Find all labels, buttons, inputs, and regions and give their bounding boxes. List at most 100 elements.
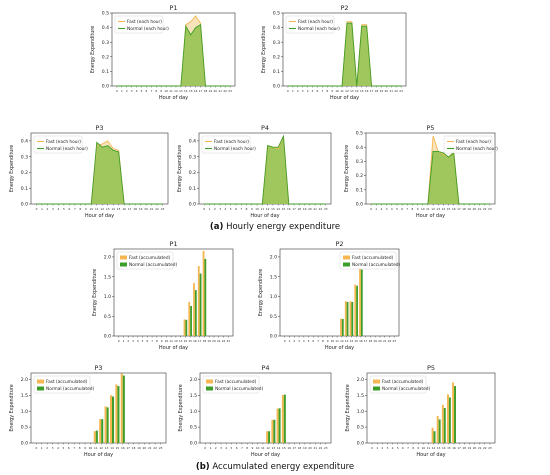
chart-panel-8: P30.00.51.01.52.00 1 2 3 4 5 6 7 8 9 10 11 12 13 14 15 1… — [9, 364, 167, 458]
legend: Fast (accumulated)Normal (accumulated) — [202, 375, 263, 394]
x-tick-label: 2 — [293, 339, 295, 343]
x-tick-label: 11 — [169, 339, 173, 343]
x-tick-label: 2 — [126, 89, 128, 93]
x-tick-label: 7 — [407, 446, 409, 450]
y-tick-label: 0.0 — [104, 334, 111, 340]
normal-bar — [454, 386, 456, 443]
legend: Fast (accumulated)Normal (accumulated) — [33, 375, 94, 394]
fast-bar — [193, 283, 195, 336]
x-tick-label: 6 — [236, 446, 238, 450]
chart-panel-9: P40.00.51.01.52.00 1 2 3 4 5 6 7 8 9 10 11 12 13 14 15 1… — [178, 364, 332, 458]
x-tick-label: 10 — [422, 446, 426, 450]
x-tick-label: 17 — [364, 339, 368, 343]
chart-panel-7: P20.00.51.01.52.00 1 2 3 4 5 6 7 8 9 10 11 12 13 14 15 1… — [258, 240, 400, 351]
x-tick-label: 21 — [150, 207, 154, 211]
x-tick-label: 15 — [282, 207, 286, 211]
normal-bar — [106, 407, 109, 443]
x-tick-label: 20 — [212, 339, 216, 343]
normal-bar — [199, 273, 202, 336]
legend-normal-label: Normal (accumulated) — [129, 262, 177, 268]
x-tick-label: 13 — [105, 446, 109, 450]
x-tick-label: 17 — [292, 207, 296, 211]
x-tick-label: 10 — [89, 446, 93, 450]
x-tick-label: 4 — [303, 339, 305, 343]
chart-panel-3: P30.00.10.20.30.40 1 2 3 4 5 6 7 8 9 10 11 12 13 14 15 1… — [9, 124, 169, 219]
x-tick-label: 15 — [360, 89, 364, 93]
x-tick-label: 4 — [307, 89, 309, 93]
fast-bar — [183, 319, 186, 336]
x-tick-label: 16 — [287, 207, 291, 211]
x-tick-label: 4 — [57, 446, 59, 450]
x-tick-label: 12 — [174, 89, 178, 93]
x-tick-label: 22 — [483, 207, 487, 211]
normal-line — [287, 22, 402, 87]
chart-panel-10: P50.00.51.01.52.00 1 2 3 4 5 6 7 8 9 10 11 12 13 14 15 1… — [345, 364, 496, 458]
x-tick-label: 17 — [457, 446, 461, 450]
chart-panel-2: P20.00.10.20.30.40.50 1 2 3 4 5 6 7 8 9 10 11 12 13 14… — [261, 4, 407, 101]
x-tick-label: 9 — [331, 89, 333, 93]
y-tick-label: 0.5 — [104, 314, 111, 320]
x-tick-label: 20 — [144, 207, 148, 211]
x-tick-label: 20 — [385, 89, 389, 93]
normal-bar — [190, 305, 192, 336]
x-tick-label: 20 — [473, 446, 477, 450]
x-tick-label: 22 — [319, 446, 323, 450]
x-tick-label: 19 — [373, 339, 377, 343]
legend-fast-label: Fast (each hour) — [298, 19, 333, 25]
x-tick-label: 23 — [159, 446, 163, 450]
x-tick-label: 19 — [303, 207, 307, 211]
x-tick-label: 6 — [146, 339, 148, 343]
normal-bar — [95, 430, 98, 443]
x-tick-label: 4 — [137, 339, 139, 343]
x-tick-label: 18 — [132, 446, 136, 450]
fast-bar — [109, 395, 112, 443]
normal-bar — [433, 431, 436, 443]
x-tick-label: 6 — [402, 446, 404, 450]
x-axis-label: Hour of day — [159, 345, 188, 351]
normal-bar — [204, 258, 207, 336]
y-tick-label: 0.3 — [189, 154, 196, 160]
x-tick-label: 8 — [412, 446, 414, 450]
x-tick-label: 9 — [160, 89, 162, 93]
x-tick-label: 15 — [354, 339, 358, 343]
x-tick-label: 0 — [370, 207, 372, 211]
caption-b: (b) Accumulated energy expenditure — [196, 462, 354, 472]
x-tick-label: 13 — [436, 207, 440, 211]
x-tick-label: 9 — [85, 207, 87, 211]
x-axis-label: Hour of day — [251, 452, 280, 458]
x-tick-label: 6 — [68, 207, 70, 211]
normal-bar — [268, 431, 271, 443]
legend-fast-label: Fast (accumulated) — [129, 255, 171, 261]
x-tick-label: 13 — [272, 446, 276, 450]
x-tick-label: 16 — [193, 339, 197, 343]
plot-frame — [30, 372, 167, 444]
legend-normal-label: Normal (each hour) — [127, 26, 169, 32]
x-tick-label: 12 — [266, 446, 270, 450]
x-tick-label: 15 — [188, 339, 192, 343]
x-tick-label: 15 — [189, 89, 193, 93]
fast-bar — [276, 408, 279, 443]
y-tick-label: 0.4 — [273, 25, 280, 31]
chart-title: P2 — [340, 4, 348, 12]
x-tick-label: 20 — [214, 89, 218, 93]
x-tick-label: 12 — [99, 446, 103, 450]
legend-box — [33, 375, 91, 394]
x-tick-label: 7 — [74, 207, 76, 211]
y-tick-label: 1.5 — [270, 274, 277, 280]
fast-bar — [104, 406, 107, 443]
x-tick-label: 8 — [246, 446, 248, 450]
normal-bar — [185, 319, 188, 336]
x-tick-label: 11 — [427, 446, 431, 450]
x-tick-label: 4 — [225, 446, 227, 450]
x-tick-label: 2 — [215, 446, 217, 450]
y-tick-label: 2.0 — [21, 377, 28, 383]
x-tick-label: 14 — [111, 207, 115, 211]
x-tick-label: 8 — [79, 446, 81, 450]
legend: Fast (accumulated)Normal (accumulated) — [116, 251, 177, 270]
x-tick-label: 17 — [293, 446, 297, 450]
x-tick-label: 9 — [417, 446, 419, 450]
x-tick-label: 10 — [335, 89, 339, 93]
x-tick-label: 1 — [209, 207, 211, 211]
normal-bar — [360, 269, 363, 336]
chart-title: P3 — [94, 364, 102, 372]
